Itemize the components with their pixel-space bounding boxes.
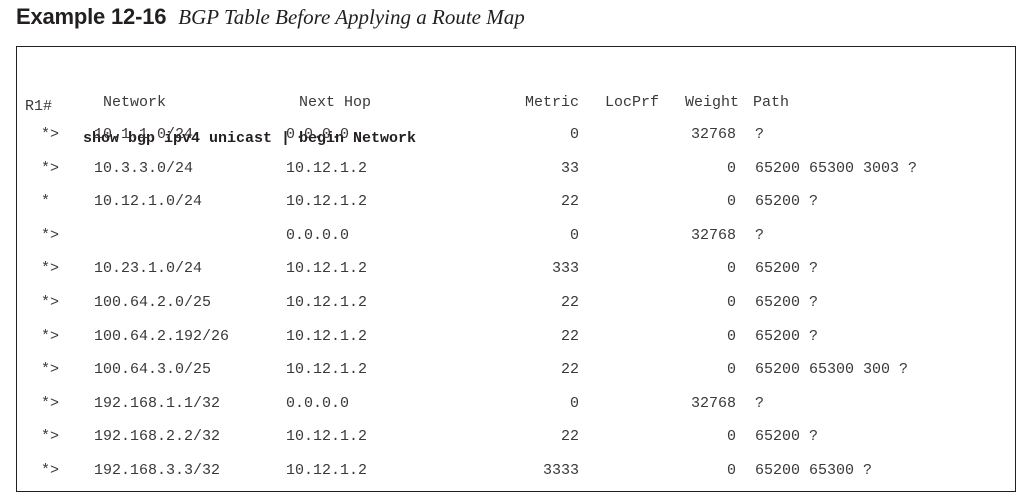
route-weight: 0 bbox=[726, 327, 736, 345]
header-path: Path bbox=[753, 94, 790, 111]
table-row: *> 192.168.1.1/32 0.0.0.0 0 32768? bbox=[17, 388, 1015, 420]
table-row: * 10.12.1.0/24 10.12.1.2 22 0 65200 ? bbox=[17, 186, 1015, 218]
route-status: *> bbox=[41, 260, 60, 278]
header-next-hop: Next Hop bbox=[299, 94, 372, 111]
table-header: Network Next Hop Metric LocPrf Weight Pa… bbox=[17, 87, 1015, 119]
route-path: 65200 ? bbox=[755, 260, 819, 278]
header-weight: Weight bbox=[685, 94, 740, 111]
table-row: *> 192.168.3.3/32 10.12.1.2 3333 0 65200 6530… bbox=[17, 455, 1015, 487]
route-metric: 22 bbox=[560, 193, 579, 211]
header-locprf: LocPrf bbox=[605, 94, 660, 111]
route-network: 10.3.3.0/24 bbox=[94, 159, 194, 177]
route-weight: 0 bbox=[726, 462, 736, 479]
route-status: *> bbox=[41, 327, 60, 345]
route-weight: 32768 bbox=[690, 226, 736, 244]
route-status: *> bbox=[41, 226, 60, 244]
route-metric: 33 bbox=[560, 159, 579, 177]
route-next-hop: 0.0.0.0 bbox=[286, 226, 350, 244]
example-number: Example 12-16 bbox=[16, 4, 167, 29]
route-status: *> bbox=[41, 428, 60, 446]
route-next-hop: 10.12.1.2 bbox=[286, 327, 368, 345]
cli-command: show bgp ipv4 unicast | begin Network bbox=[83, 130, 417, 147]
table-row: *> 0.0.0.0 0 32768? bbox=[17, 220, 1015, 252]
route-metric: 0 bbox=[569, 394, 579, 412]
route-network: 192.168.1.1/32 bbox=[94, 394, 221, 412]
route-network: 100.64.3.0/25 bbox=[94, 361, 212, 379]
route-next-hop: 10.12.1.2 bbox=[286, 294, 368, 311]
command-line: R1# show bgp ipv4 unicast | begin Networ… bbox=[17, 59, 1015, 147]
header-metric: Metric bbox=[525, 94, 580, 111]
route-path: 65200 ? bbox=[755, 428, 819, 446]
route-metric: 3333 bbox=[542, 462, 579, 479]
route-weight: 0 bbox=[726, 260, 736, 278]
route-path: 65200 65300 3003 ? bbox=[755, 159, 918, 177]
table-row: *> 10.3.3.0/24 10.12.1.2 33 0 65200 65300 300… bbox=[17, 153, 1015, 185]
route-next-hop: 0.0.0.0 bbox=[286, 126, 350, 143]
route-network: 10.1.1.0/24 bbox=[94, 126, 194, 143]
route-network: 10.23.1.0/24 bbox=[94, 260, 203, 278]
route-weight: 0 bbox=[726, 361, 736, 379]
code-listing: R1# show bgp ipv4 unicast | begin Networ… bbox=[16, 46, 1016, 492]
example-caption: Example 12-16 BGP Table Before Applying … bbox=[16, 4, 525, 44]
route-path: 65200 ? bbox=[755, 193, 819, 211]
route-path: ? bbox=[755, 126, 765, 143]
route-weight: 32768 bbox=[690, 394, 736, 412]
route-network: 100.64.2.192/26 bbox=[94, 327, 230, 345]
route-status: *> bbox=[41, 462, 60, 479]
route-status: *> bbox=[41, 126, 60, 143]
example-title: BGP Table Before Applying a Route Map bbox=[178, 5, 525, 29]
route-metric: 22 bbox=[560, 361, 579, 379]
route-status: *> bbox=[41, 361, 60, 379]
route-weight: 0 bbox=[726, 294, 736, 311]
header-network: Network bbox=[103, 94, 167, 111]
table-row: *> 192.168.2.2/32 10.12.1.2 22 0 65200 ? bbox=[17, 421, 1015, 453]
route-metric: 0 bbox=[569, 226, 579, 244]
route-metric: 22 bbox=[560, 327, 579, 345]
route-weight: 32768 bbox=[690, 126, 736, 143]
cli-prompt: R1# bbox=[25, 98, 53, 115]
route-weight: 0 bbox=[726, 193, 736, 211]
route-weight: 0 bbox=[726, 428, 736, 446]
route-next-hop: 10.12.1.2 bbox=[286, 428, 368, 446]
route-status: *> bbox=[41, 294, 60, 311]
table-row: *> 10.23.1.0/24 10.12.1.2 333 0 65200 ? bbox=[17, 253, 1015, 285]
route-network: 100.64.2.0/25 bbox=[94, 294, 212, 311]
route-metric: 0 bbox=[569, 126, 579, 143]
table-row: *> 100.64.2.192/26 10.12.1.2 22 0 65200 ? bbox=[17, 321, 1015, 353]
route-network: 192.168.2.2/32 bbox=[94, 428, 221, 446]
route-next-hop: 10.12.1.2 bbox=[286, 159, 368, 177]
table-row: *> 100.64.3.0/25 10.12.1.2 22 0 65200 65300 3… bbox=[17, 354, 1015, 386]
route-network: 192.168.3.3/32 bbox=[94, 462, 221, 479]
route-next-hop: 10.12.1.2 bbox=[286, 260, 368, 278]
route-path: 65200 ? bbox=[755, 327, 819, 345]
route-metric: 22 bbox=[560, 428, 579, 446]
table-row: *> 10.1.1.0/24 0.0.0.0 0 32768? bbox=[17, 119, 1015, 151]
route-next-hop: 10.12.1.2 bbox=[286, 462, 368, 479]
route-path: 65200 65300 ? bbox=[755, 462, 873, 479]
route-path: ? bbox=[755, 394, 765, 412]
route-network: 10.12.1.0/24 bbox=[94, 193, 203, 211]
route-status: * bbox=[41, 193, 51, 211]
route-next-hop: 0.0.0.0 bbox=[286, 394, 350, 412]
route-next-hop: 10.12.1.2 bbox=[286, 193, 368, 211]
route-path: ? bbox=[755, 226, 765, 244]
route-weight: 0 bbox=[726, 159, 736, 177]
route-metric: 22 bbox=[560, 294, 579, 311]
route-path: 65200 ? bbox=[755, 294, 819, 311]
route-next-hop: 10.12.1.2 bbox=[286, 361, 368, 379]
route-path: 65200 65300 300 ? bbox=[755, 361, 909, 379]
table-row: *> 100.64.2.0/25 10.12.1.2 22 0 65200 ? bbox=[17, 287, 1015, 319]
route-status: *> bbox=[41, 394, 60, 412]
route-status: *> bbox=[41, 159, 60, 177]
route-metric: 333 bbox=[551, 260, 579, 278]
